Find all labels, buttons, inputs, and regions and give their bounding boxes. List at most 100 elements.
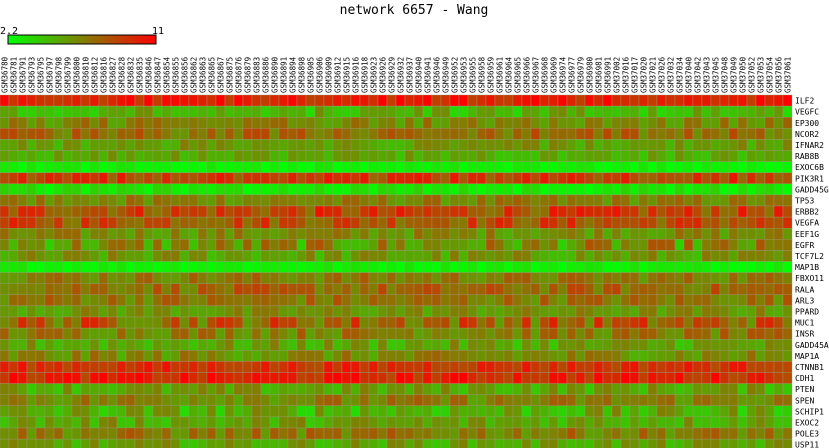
heatmap-cell [647, 227, 658, 240]
heatmap-cell [692, 239, 703, 251]
heatmap-cell [161, 438, 172, 448]
heatmap-cell [674, 361, 685, 373]
heatmap-cell [161, 172, 172, 184]
heatmap-cell [251, 405, 262, 418]
heatmap-cell [737, 194, 748, 207]
heatmap-cell [341, 239, 352, 251]
heatmap-cell [206, 339, 217, 351]
heatmap-cell [152, 305, 163, 318]
heatmap-cell [782, 294, 793, 307]
heatmap-cell [152, 128, 163, 140]
heatmap-cell [161, 139, 172, 151]
heatmap-cell [233, 438, 244, 448]
heatmap-cell [656, 239, 667, 251]
heatmap-cell [224, 194, 235, 207]
heatmap-cell [692, 361, 703, 373]
heatmap-cell [566, 327, 577, 340]
heatmap-cell [710, 116, 721, 129]
heatmap-cell [116, 361, 127, 373]
heatmap-cell [197, 294, 208, 307]
heatmap-cell [314, 239, 325, 251]
heatmap-cell [764, 94, 775, 107]
heatmap-cell [269, 227, 280, 240]
heatmap-cell [746, 427, 757, 440]
heatmap-cell [278, 161, 289, 173]
heatmap-cell [17, 161, 28, 173]
heatmap-cell [44, 438, 55, 448]
heatmap-cell [476, 339, 487, 351]
heatmap-cell [701, 405, 712, 418]
heatmap-cell [116, 239, 127, 251]
heatmap-cell [404, 372, 415, 384]
heatmap-cell [269, 194, 280, 207]
heatmap-cell [17, 216, 28, 229]
heatmap-cell [143, 394, 154, 407]
heatmap-cell [260, 361, 271, 373]
heatmap-cell [584, 128, 595, 140]
heatmap-cell [170, 383, 181, 395]
heatmap-cell [674, 227, 685, 240]
heatmap-cell [782, 350, 793, 362]
heatmap-cell [548, 261, 559, 273]
column-label: GSM36798 [55, 56, 64, 93]
heatmap-cell [170, 194, 181, 207]
heatmap-cell [494, 216, 505, 229]
heatmap-cell [647, 128, 658, 140]
heatmap-cell [296, 161, 307, 173]
heatmap-cell [593, 172, 604, 184]
heatmap-cell [746, 361, 757, 373]
heatmap-cell [485, 94, 496, 107]
heatmap-cell [674, 172, 685, 184]
heatmap-cell [440, 405, 451, 418]
heatmap-cell [206, 383, 217, 395]
heatmap-cell [269, 427, 280, 440]
heatmap-cell [638, 250, 649, 262]
legend-max-label: 11 [152, 26, 164, 37]
heatmap-cell [296, 283, 307, 296]
heatmap-cell [341, 128, 352, 140]
heatmap-cell [242, 116, 253, 129]
heatmap-cell [746, 94, 757, 107]
heatmap-cell [512, 139, 523, 151]
heatmap-cell [314, 350, 325, 362]
heatmap-cell [188, 361, 199, 373]
heatmap-cell [62, 372, 73, 384]
heatmap-cell [467, 139, 478, 151]
heatmap-cell [179, 316, 190, 329]
heatmap-cell [575, 316, 586, 329]
heatmap-cell [674, 405, 685, 418]
heatmap-cell [431, 183, 442, 196]
heatmap-cell [467, 116, 478, 129]
heatmap-cell [485, 128, 496, 140]
heatmap-cell [467, 327, 478, 340]
heatmap-cell [332, 283, 343, 296]
heatmap-cell [179, 205, 190, 218]
heatmap-cell [107, 250, 118, 262]
heatmap-cell [665, 105, 676, 118]
heatmap-cell [692, 383, 703, 395]
heatmap-cell [737, 327, 748, 340]
row-label: POLE3 [795, 430, 819, 439]
heatmap-cell [44, 416, 55, 429]
column-label: GSM36979 [577, 57, 586, 93]
heatmap-cell [611, 283, 622, 296]
heatmap-cell [674, 205, 685, 218]
heatmap-cell [71, 405, 82, 418]
heatmap-cell [206, 150, 217, 162]
heatmap-cell [80, 372, 91, 384]
heatmap-cell [629, 94, 640, 107]
heatmap-cell [134, 239, 145, 251]
heatmap-cell [161, 150, 172, 162]
heatmap-cell [683, 394, 694, 407]
column-label: GSM37020 [640, 56, 649, 93]
heatmap-cell [134, 161, 145, 173]
heatmap-cell [143, 383, 154, 395]
heatmap-cell [593, 383, 604, 395]
heatmap-cell [233, 394, 244, 407]
heatmap-cell [629, 327, 640, 340]
heatmap-cell [368, 139, 379, 151]
heatmap-cell [224, 205, 235, 218]
heatmap-cell [566, 161, 577, 173]
column-label: GSM36855 [172, 57, 181, 93]
heatmap-cell [647, 183, 658, 196]
